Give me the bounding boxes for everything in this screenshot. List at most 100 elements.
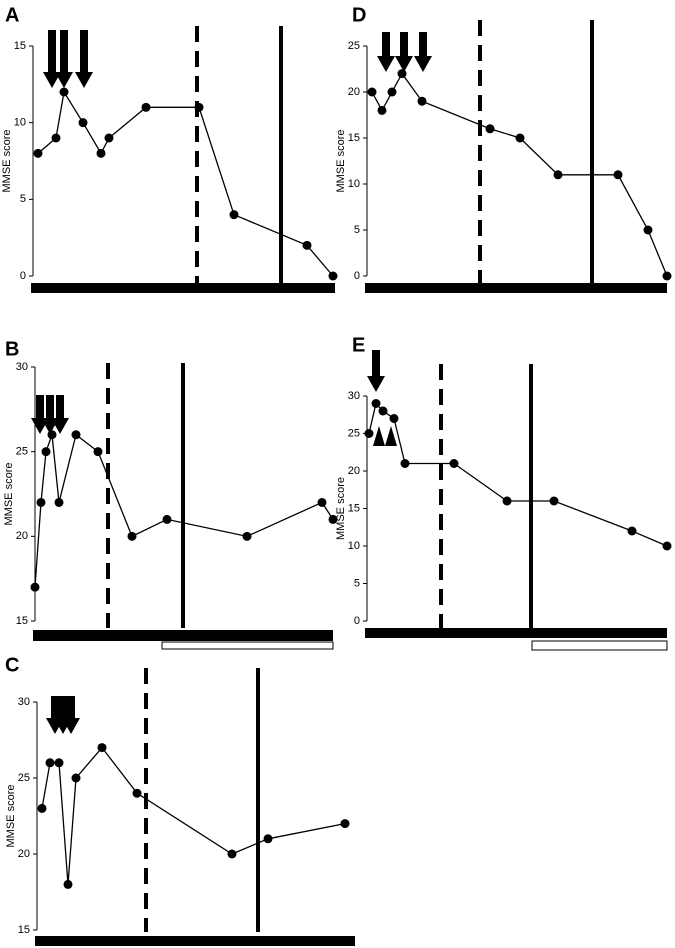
score-point [37, 803, 47, 813]
score-point [662, 541, 672, 551]
arrow [43, 30, 61, 88]
score-point [378, 406, 388, 416]
panel-label: A [5, 4, 19, 26]
score-point [371, 399, 381, 408]
arrow [395, 32, 413, 72]
y-tick-label: 30 [18, 696, 30, 708]
score-line [34, 433, 334, 588]
arrow [75, 30, 93, 88]
arrowhead [385, 426, 397, 446]
y-tick-label: 15 [16, 615, 28, 627]
treatment-bar [161, 641, 334, 650]
score-point [613, 170, 623, 180]
score-point [389, 414, 399, 423]
y-tick-label: 10 [348, 178, 360, 190]
y-axis-label: MMSE score [3, 463, 15, 526]
score-point [141, 102, 151, 112]
y-axis-label: MMSE score [5, 785, 17, 848]
y-tick-label: 30 [16, 361, 28, 373]
y-tick-label: 20 [348, 86, 360, 98]
score-point [96, 148, 106, 158]
score-point [63, 879, 73, 889]
score-point [93, 447, 103, 457]
y-axis-label: MMSE score [335, 477, 347, 540]
timeline-bar [365, 628, 667, 638]
y-tick-label: 0 [354, 270, 360, 282]
score-point [78, 118, 88, 128]
timeline-bar [35, 936, 355, 946]
y-tick-label: 20 [18, 848, 30, 860]
score-point [54, 497, 64, 507]
score-point [162, 514, 172, 524]
y-tick-label: 25 [18, 772, 30, 784]
y-tick-label: 10 [348, 540, 360, 552]
y-tick-label: 15 [14, 40, 26, 52]
score-line [368, 402, 668, 547]
score-point [242, 531, 252, 541]
arrow [55, 30, 73, 88]
score-point [97, 743, 107, 753]
panel-label: C [5, 654, 19, 676]
score-point [328, 271, 338, 281]
y-tick-label: 25 [348, 427, 360, 439]
y-axis-label: MMSE score [335, 130, 347, 193]
arrow [367, 350, 385, 392]
score-point [194, 102, 204, 112]
score-point [127, 531, 137, 541]
treatment-bar [531, 640, 668, 651]
score-point [328, 514, 338, 524]
panel-label: D [352, 4, 366, 26]
arrow [414, 32, 432, 72]
score-point [71, 773, 81, 783]
y-tick-label: 25 [16, 446, 28, 458]
score-point [377, 105, 387, 115]
y-tick-label: 30 [348, 390, 360, 402]
timeline-bar [33, 630, 333, 641]
score-point [417, 96, 427, 106]
score-point [662, 271, 672, 281]
arrow [62, 696, 80, 734]
score-point [515, 133, 525, 143]
score-point [36, 497, 46, 507]
y-tick-label: 10 [14, 117, 26, 129]
score-point [340, 819, 350, 829]
score-point [30, 582, 40, 592]
y-tick-label: 5 [20, 193, 26, 205]
score-point [485, 124, 495, 134]
score-point [132, 788, 142, 798]
score-point [41, 447, 51, 457]
score-point [397, 69, 407, 79]
score-point [51, 133, 61, 143]
score-point [33, 148, 43, 158]
score-point [400, 459, 410, 468]
panel-label: E [352, 334, 365, 356]
score-point [302, 240, 312, 250]
score-point [104, 133, 114, 143]
y-tick-label: 0 [20, 270, 26, 282]
arrowhead [373, 426, 385, 446]
score-point [364, 429, 374, 438]
score-point [502, 496, 512, 506]
score-point [54, 758, 64, 768]
y-tick-label: 20 [16, 530, 28, 542]
score-point [263, 834, 273, 844]
timeline-bar [31, 283, 335, 293]
score-point [627, 526, 637, 536]
y-tick-label: 0 [354, 615, 360, 627]
score-point [549, 496, 559, 506]
timeline-bar [365, 283, 667, 293]
arrow [31, 395, 49, 434]
score-point [71, 430, 81, 440]
y-tick-label: 20 [348, 465, 360, 477]
y-tick-label: 5 [354, 224, 360, 236]
score-point [229, 210, 239, 220]
score-line [371, 72, 668, 277]
score-point [643, 225, 653, 235]
arrow [377, 32, 395, 72]
y-tick-label: 25 [348, 40, 360, 52]
score-point [553, 170, 563, 180]
arrow [41, 395, 59, 434]
panel-label: B [5, 338, 19, 360]
